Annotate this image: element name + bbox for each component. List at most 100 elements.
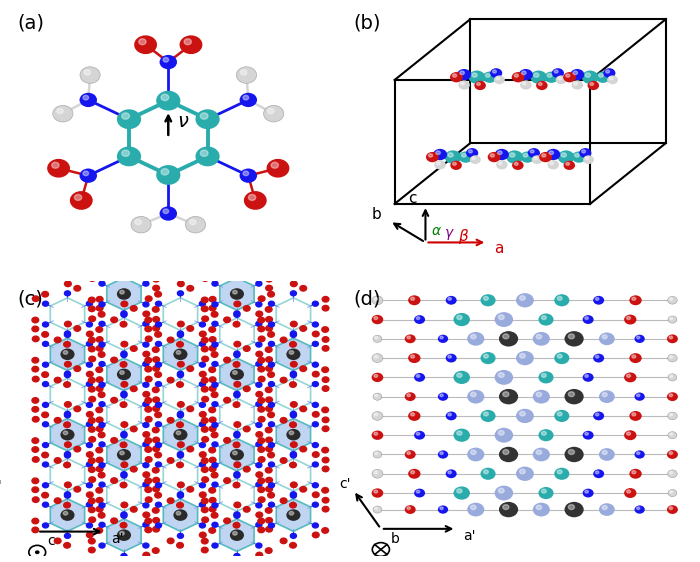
- Circle shape: [155, 301, 162, 306]
- Circle shape: [153, 316, 160, 322]
- Circle shape: [265, 347, 272, 352]
- Text: $\alpha$: $\alpha$: [430, 224, 442, 238]
- Circle shape: [88, 297, 95, 303]
- Circle shape: [268, 322, 274, 327]
- Circle shape: [411, 355, 414, 358]
- Circle shape: [42, 372, 48, 377]
- Circle shape: [590, 83, 594, 85]
- Circle shape: [199, 422, 205, 427]
- Circle shape: [163, 209, 169, 214]
- Circle shape: [89, 316, 96, 321]
- Circle shape: [448, 297, 452, 300]
- Circle shape: [122, 113, 130, 119]
- Circle shape: [579, 148, 592, 158]
- Polygon shape: [50, 338, 85, 370]
- Circle shape: [634, 392, 645, 401]
- Circle shape: [557, 470, 562, 474]
- Circle shape: [239, 169, 257, 183]
- Circle shape: [267, 159, 289, 178]
- Circle shape: [155, 382, 162, 387]
- Circle shape: [558, 151, 575, 164]
- Circle shape: [498, 373, 504, 378]
- Circle shape: [121, 352, 127, 357]
- Circle shape: [211, 352, 218, 357]
- Circle shape: [495, 428, 513, 443]
- Circle shape: [312, 362, 318, 367]
- Circle shape: [233, 523, 240, 528]
- Circle shape: [468, 70, 485, 84]
- Circle shape: [454, 429, 470, 442]
- Circle shape: [670, 318, 673, 320]
- Circle shape: [520, 151, 535, 163]
- Circle shape: [121, 502, 127, 507]
- Circle shape: [121, 462, 127, 468]
- Circle shape: [290, 321, 298, 327]
- Circle shape: [258, 318, 265, 323]
- Circle shape: [167, 418, 174, 423]
- Circle shape: [557, 354, 562, 358]
- Circle shape: [258, 296, 265, 301]
- Circle shape: [32, 406, 38, 412]
- Circle shape: [86, 462, 92, 467]
- Circle shape: [440, 336, 443, 339]
- Circle shape: [405, 505, 416, 514]
- Polygon shape: [220, 318, 254, 351]
- Circle shape: [538, 83, 542, 85]
- Circle shape: [167, 538, 174, 543]
- Circle shape: [289, 511, 294, 515]
- Circle shape: [178, 402, 184, 407]
- Circle shape: [88, 418, 95, 423]
- Polygon shape: [107, 358, 141, 391]
- Circle shape: [312, 502, 318, 507]
- Circle shape: [668, 374, 677, 381]
- Circle shape: [86, 342, 92, 346]
- Circle shape: [267, 452, 274, 458]
- Circle shape: [290, 361, 298, 367]
- Circle shape: [669, 472, 673, 474]
- Circle shape: [202, 427, 208, 432]
- Circle shape: [64, 371, 71, 376]
- Circle shape: [202, 297, 208, 303]
- Circle shape: [234, 341, 241, 347]
- Circle shape: [258, 336, 265, 342]
- Circle shape: [234, 433, 240, 438]
- Circle shape: [43, 462, 48, 467]
- Circle shape: [374, 507, 377, 510]
- Circle shape: [202, 306, 208, 311]
- Circle shape: [472, 157, 475, 160]
- Circle shape: [89, 356, 96, 362]
- Circle shape: [498, 151, 502, 155]
- Circle shape: [212, 482, 218, 487]
- Circle shape: [414, 373, 425, 382]
- Circle shape: [145, 398, 152, 403]
- Circle shape: [289, 351, 294, 354]
- Circle shape: [143, 402, 149, 407]
- Circle shape: [322, 447, 328, 453]
- Circle shape: [256, 321, 262, 327]
- Circle shape: [503, 505, 509, 510]
- Circle shape: [202, 467, 208, 473]
- Circle shape: [97, 417, 103, 423]
- Circle shape: [467, 502, 484, 516]
- Circle shape: [143, 552, 150, 558]
- Circle shape: [444, 151, 461, 164]
- Circle shape: [99, 482, 105, 487]
- Circle shape: [121, 472, 127, 477]
- Circle shape: [669, 394, 673, 397]
- Circle shape: [121, 473, 127, 478]
- Circle shape: [202, 437, 209, 442]
- Circle shape: [117, 288, 131, 300]
- Circle shape: [667, 392, 678, 401]
- Circle shape: [86, 402, 92, 407]
- Circle shape: [74, 487, 81, 492]
- Circle shape: [89, 437, 96, 442]
- Circle shape: [428, 154, 433, 157]
- Circle shape: [145, 438, 152, 443]
- Circle shape: [121, 554, 127, 559]
- Circle shape: [120, 451, 124, 455]
- Circle shape: [372, 296, 383, 305]
- Circle shape: [212, 442, 218, 447]
- Circle shape: [153, 325, 160, 331]
- Circle shape: [454, 487, 470, 500]
- Circle shape: [568, 334, 575, 339]
